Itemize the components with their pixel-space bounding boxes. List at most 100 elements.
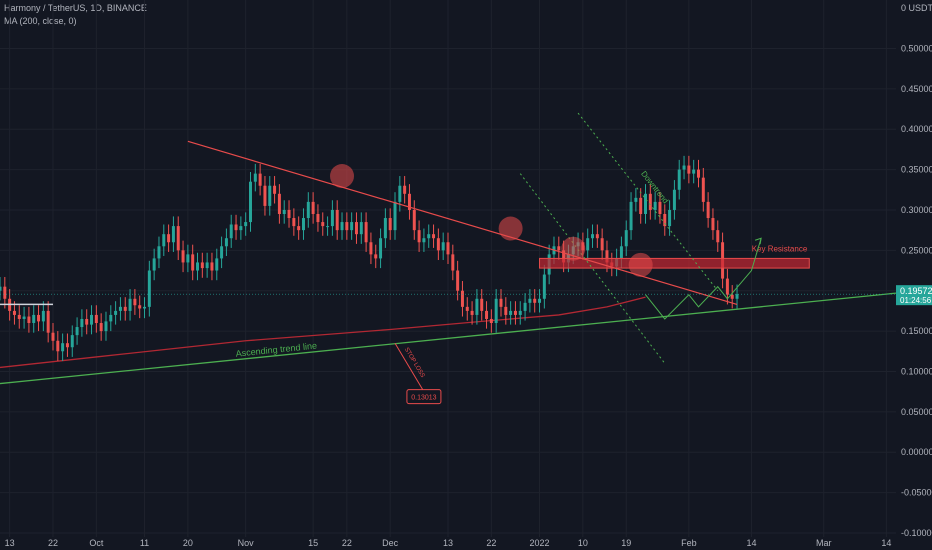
candle-body (118, 306, 122, 311)
candle-body (485, 310, 489, 319)
time-tick-label: Feb (681, 538, 697, 548)
candle-body (292, 218, 296, 227)
chart-grid (0, 0, 896, 537)
candle-body (460, 290, 464, 307)
candle-body (258, 173, 262, 186)
candle-body (99, 323, 103, 332)
time-tick-label: 13 (443, 538, 453, 548)
candle-body (441, 242, 445, 251)
price-tick-label: 0.15000 (901, 326, 932, 336)
candle-body (210, 262, 214, 271)
candle-body (326, 226, 330, 228)
candle-body (697, 169, 700, 178)
candle-body (489, 318, 493, 324)
candle-body (181, 250, 185, 263)
candle-body (220, 246, 224, 259)
time-tick-label: Dec (382, 538, 399, 548)
candle-body (301, 218, 305, 231)
candle-body (167, 234, 171, 243)
candle-body (244, 222, 248, 227)
candle-body (629, 201, 633, 231)
candle-body (725, 278, 729, 295)
candle-body (374, 254, 378, 259)
candle-body (350, 222, 354, 231)
candle-body (191, 254, 195, 271)
candle-body (393, 201, 397, 231)
time-axis[interactable]: 13 22 Oct 11 20 Nov 15 22 Dec 13 22 2022 10 19 Feb 14 Ma… (5, 538, 892, 548)
ma-200-line (0, 296, 646, 369)
candle-body (321, 222, 325, 227)
time-tick-label: 11 (140, 538, 149, 548)
price-tick-label: 0.45000 (901, 84, 932, 94)
time-tick-label: 2022 (530, 538, 550, 548)
candle-body (176, 226, 180, 251)
candle-body (538, 298, 542, 303)
candle-body (735, 294, 739, 299)
candle-body (586, 238, 590, 251)
ascending-trend-line (0, 292, 897, 385)
candle-body (51, 332, 55, 341)
candle-body (133, 298, 137, 306)
candle-body (123, 306, 127, 311)
time-tick-label: Mar (816, 538, 832, 548)
candle-body (557, 246, 561, 251)
candle-body (253, 173, 257, 182)
price-axis[interactable]: -0.10000 -0.05000 0.00000 0.05000 0.10000 0.1… (896, 0, 932, 550)
candle-body (200, 262, 204, 269)
candle-body (677, 169, 681, 190)
candle-body (523, 302, 527, 311)
time-tick-label: 14 (881, 538, 891, 548)
candle-body (3, 286, 7, 299)
price-tick-label: 0.40000 (901, 124, 932, 134)
candle-body (624, 230, 628, 247)
descending-trend-line (187, 140, 738, 306)
price-tick-label: 0.25000 (901, 245, 932, 255)
candlestick-series (0, 155, 739, 361)
candle-body (451, 254, 455, 271)
candle-body (171, 226, 175, 243)
last-price-badge (896, 285, 932, 306)
candle-body (730, 294, 734, 299)
candle-body (138, 305, 142, 309)
time-tick-label: 20 (183, 538, 193, 548)
indicator-legend: MA (200, close, 0) (4, 16, 77, 26)
price-tick-label: -0.05000 (901, 488, 932, 498)
candle-body (513, 310, 517, 315)
price-axis-unit: 0 USDT (901, 3, 932, 13)
key-resistance-zone (539, 257, 810, 269)
candle-body (658, 201, 662, 214)
candle-body (224, 238, 228, 247)
candle-body (46, 310, 50, 333)
candle-body (152, 258, 156, 271)
candle-body (692, 169, 696, 174)
candle-body (268, 185, 272, 206)
price-tick-label: 0.50000 (901, 43, 932, 53)
stop-loss-line (394, 342, 425, 392)
candle-body (70, 335, 74, 348)
stop-loss-value: 0.13013 (411, 395, 436, 402)
candle-body (316, 213, 320, 223)
candle-body (0, 286, 2, 291)
price-tick-label: 0.05000 (901, 407, 932, 417)
touch-point-circle (330, 164, 355, 189)
candle-body (90, 314, 94, 325)
time-tick-label: 22 (48, 538, 58, 548)
candle-body (475, 298, 479, 315)
time-tick-label: 14 (746, 538, 756, 548)
price-tick-label: 0.30000 (901, 205, 932, 215)
candle-body (518, 310, 522, 315)
candle-body (436, 238, 440, 251)
price-tick-label: -0.10000 (901, 528, 932, 538)
candle-body (186, 254, 190, 263)
candle-body (672, 189, 676, 210)
candle-body (104, 321, 108, 332)
time-tick-label: 15 (308, 538, 318, 548)
candle-body (354, 222, 358, 235)
projection-path (645, 238, 762, 320)
candle-body (398, 185, 402, 202)
candle-body (706, 201, 710, 219)
last-price-value: 0.19572 (900, 286, 932, 296)
stop-loss-value-box (406, 389, 442, 405)
candle-body (41, 310, 45, 322)
